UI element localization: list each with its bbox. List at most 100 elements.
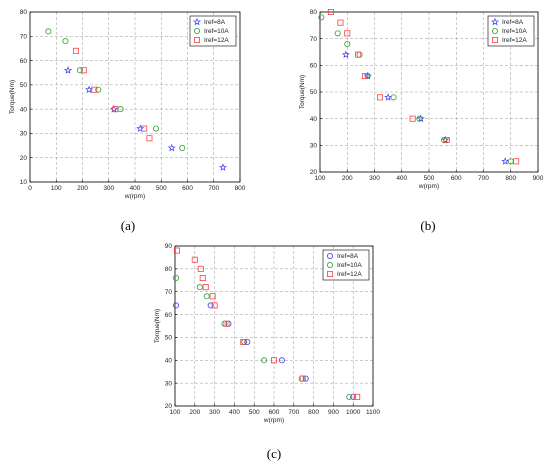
x-tick-label: 800: [505, 175, 516, 182]
chart-panel-3: 100 200 300 400 500 600 700 800 900 1000 1100 20 30 4…: [154, 243, 380, 461]
data-point: [334, 30, 341, 37]
x-tick-label: 700: [208, 185, 219, 192]
x-axis-label: w(rpm): [124, 193, 145, 200]
legend-marker: [490, 17, 500, 26]
data-point: [501, 157, 510, 165]
data-point: [167, 143, 176, 152]
data-point: [211, 302, 218, 309]
data-point: [191, 256, 198, 263]
data-point: [197, 265, 204, 272]
data-point: [45, 28, 52, 35]
data-point: [318, 14, 325, 21]
data-point: [376, 94, 383, 101]
data-point: [62, 38, 69, 45]
legend-marker: [193, 37, 200, 44]
legend-marker: [491, 37, 498, 44]
y-tick-label: 40: [20, 106, 28, 113]
y-tick-label: 60: [20, 58, 28, 65]
legend-label: Iref=8A: [204, 19, 226, 26]
data-point: [416, 115, 423, 122]
x-tick-label: 900: [328, 409, 339, 416]
data-point: [95, 86, 102, 93]
data-point: [384, 93, 393, 101]
data-point: [443, 136, 450, 143]
y-axis-label: Torque(Nm): [9, 80, 16, 114]
legend-label: Iref=10A: [502, 28, 527, 35]
data-point: [196, 284, 203, 291]
legend-label: Iref=12A: [204, 37, 229, 44]
y-tick-label: 50: [310, 89, 318, 96]
x-tick-label: 200: [189, 409, 200, 416]
data-point: [337, 19, 344, 26]
data-point: [513, 158, 520, 165]
x-tick-label: 600: [269, 409, 280, 416]
data-point: [355, 51, 362, 58]
data-point: [172, 274, 179, 281]
data-point: [76, 67, 83, 74]
x-tick-label: 400: [396, 175, 407, 182]
y-tick-label: 20: [20, 155, 28, 162]
data-point: [327, 8, 334, 15]
legend: Iref=8A Iref=10A Iref=12A: [322, 249, 370, 281]
x-tick-label: 1000: [346, 409, 361, 416]
y-axis-label: Torque(Nm): [154, 309, 161, 343]
y-tick-label: 80: [20, 9, 28, 16]
x-tick-label: 100: [315, 175, 326, 182]
y-tick-label: 30: [310, 143, 318, 150]
data-point: [270, 357, 277, 364]
data-point: [390, 94, 397, 101]
legend-marker: [326, 270, 333, 277]
data-point: [344, 30, 351, 37]
x-tick-label: 300: [209, 409, 220, 416]
data-point: [112, 106, 119, 113]
data-point: [202, 284, 209, 291]
data-point: [172, 302, 179, 309]
data-point: [80, 67, 87, 74]
y-tick-label: 60: [310, 63, 318, 70]
data-point: [416, 114, 425, 123]
data-point: [209, 293, 216, 300]
legend-label: Iref=8A: [502, 19, 524, 26]
legend-label: Iref=12A: [502, 37, 527, 44]
x-tick-label: 100: [51, 185, 62, 192]
legend: Iref=8A Iref=10A Iref=12A: [487, 15, 535, 47]
legend: Iref=8A Iref=10A Iref=12A: [189, 15, 237, 47]
x-tick-label: 400: [229, 409, 240, 416]
x-tick-label: 700: [478, 175, 489, 182]
chart-panel-2: 100 200 300 400 500 600 700 800 900 20 30 40 50 60 70 8…: [299, 8, 544, 233]
data-point: [218, 163, 227, 171]
chart-panel-1: 0 100 200 300 400 500 600 700 800 10 20 30 40 50 60 70 8…: [9, 9, 246, 233]
data-point: [278, 357, 285, 364]
y-tick-label: 60: [165, 312, 173, 319]
y-tick-label: 70: [165, 289, 173, 296]
y-tick-label: 50: [20, 82, 28, 89]
data-point: [299, 375, 306, 382]
x-tick-label: 100: [170, 409, 181, 416]
data-point: [350, 393, 357, 400]
panel-caption: (a): [121, 218, 135, 233]
data-point: [261, 357, 268, 364]
legend-label: Iref=12A: [337, 271, 362, 278]
y-tick-label: 90: [165, 243, 173, 250]
x-tick-label: 600: [451, 175, 462, 182]
data-point: [109, 104, 119, 113]
x-tick-label: 800: [308, 409, 319, 416]
x-axis-label: w(rpm): [418, 183, 439, 190]
data-point: [136, 124, 145, 133]
x-tick-label: 800: [235, 185, 246, 192]
x-tick-label: 500: [156, 185, 167, 192]
panels: 0 100 200 300 400 500 600 700 800 10 20 30 40 50 60 70 8…: [9, 8, 544, 461]
legend-marker: [491, 27, 498, 34]
data-point: [354, 393, 361, 400]
legend-marker: [326, 252, 333, 259]
data-point: [207, 302, 214, 309]
data-point: [344, 41, 351, 48]
data-point: [179, 144, 186, 151]
legend-marker: [192, 17, 202, 26]
data-point: [223, 320, 230, 327]
data-point: [346, 393, 353, 400]
panel-caption: (b): [420, 218, 435, 233]
x-tick-label: 300: [103, 185, 114, 192]
data-point: [244, 338, 251, 345]
